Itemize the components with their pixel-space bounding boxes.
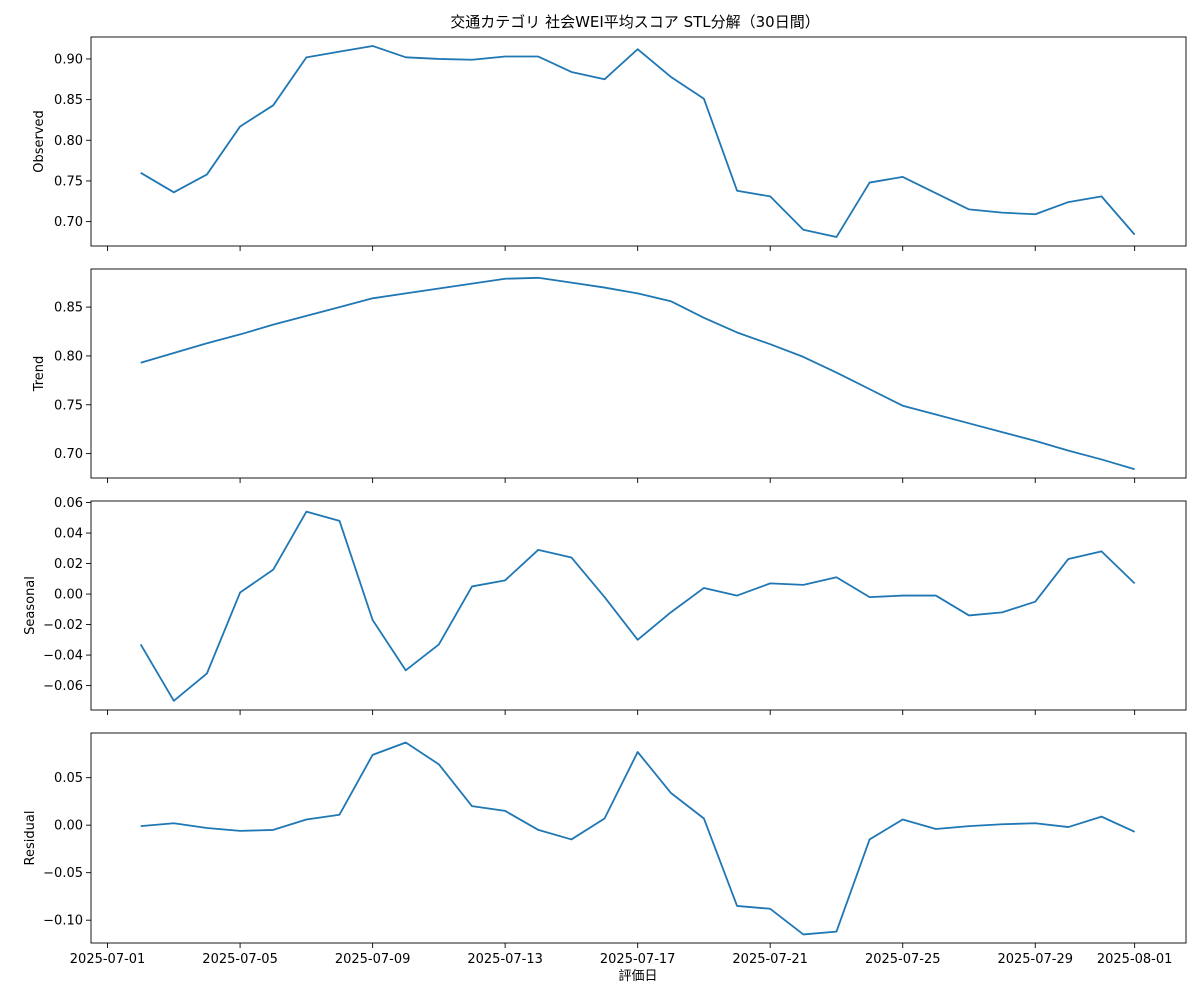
y-axis-label: Observed [32,110,47,173]
y-axis-label: Trend [32,356,47,393]
panel-observed: 0.70 0.75 0.80 0.85 0.90 Observed [32,36,1187,251]
x-axis-label: 評価日 [618,969,657,984]
y-tick-label: 0.85 [54,301,83,316]
y-tick-label: −0.10 [43,914,83,929]
y-tick-label: 0.02 [54,557,83,572]
y-tick-label: −0.04 [43,649,83,664]
panel-frame [90,732,1187,944]
panel-residual: −0.10 −0.05 0.00 0.05 Residual 2025-07-01 2025… [23,732,1187,967]
y-tick-label: 0.75 [54,398,83,413]
y-tick-label: −0.02 [43,618,83,633]
series-line-seasonal [139,510,1136,702]
panel-frame [90,36,1187,247]
y-tick-label: 0.00 [54,819,83,834]
x-tick-label: 2025-07-17 [600,952,676,967]
y-axis-label: Seasonal [23,576,38,635]
panel-seasonal: −0.06 −0.04 −0.02 0.00 0.02 0.04 0.06 Seasonal [23,496,1187,715]
panel-frame [90,500,1187,711]
y-tick-label: 0.90 [54,52,83,67]
x-tick-label: 2025-07-21 [732,952,808,967]
y-tick-label: 0.05 [54,771,83,786]
x-tick-label: 2025-07-25 [865,952,941,967]
y-tick-label: 0.80 [54,349,83,364]
series-line-residual [140,741,1136,936]
series-line-trend [140,276,1135,471]
x-tick-label: 2025-07-29 [997,952,1073,967]
series-line-observed [140,45,1136,238]
x-tick-label: 2025-07-01 [70,952,146,967]
y-tick-label: 0.06 [54,496,83,511]
y-tick-label: 0.00 [54,588,83,603]
chart-title: 交通カテゴリ 社会WEI平均スコア STL分解（30日間） [450,13,819,31]
y-tick-label: 0.04 [54,527,83,542]
x-tick-label: 2025-08-01 [1097,952,1173,967]
panel-trend: 0.70 0.75 0.80 0.85 Trend [32,268,1187,483]
y-tick-label: −0.05 [43,866,83,881]
x-tick-label: 2025-07-13 [467,952,543,967]
x-tick-label: 2025-07-05 [202,952,278,967]
y-tick-label: 0.70 [54,215,83,230]
y-axis-label: Residual [23,811,38,866]
y-tick-label: −0.06 [43,679,83,694]
x-tick-label: 2025-07-09 [335,952,411,967]
y-tick-label: 0.85 [54,93,83,108]
panels-group: 0.70 0.75 0.80 0.85 0.90 Observed 0.70 0.75 0.80… [23,36,1187,967]
panel-frame [90,268,1187,479]
y-tick-label: 0.70 [54,447,83,462]
y-tick-label: 0.80 [54,134,83,149]
y-tick-label: 0.75 [54,174,83,189]
